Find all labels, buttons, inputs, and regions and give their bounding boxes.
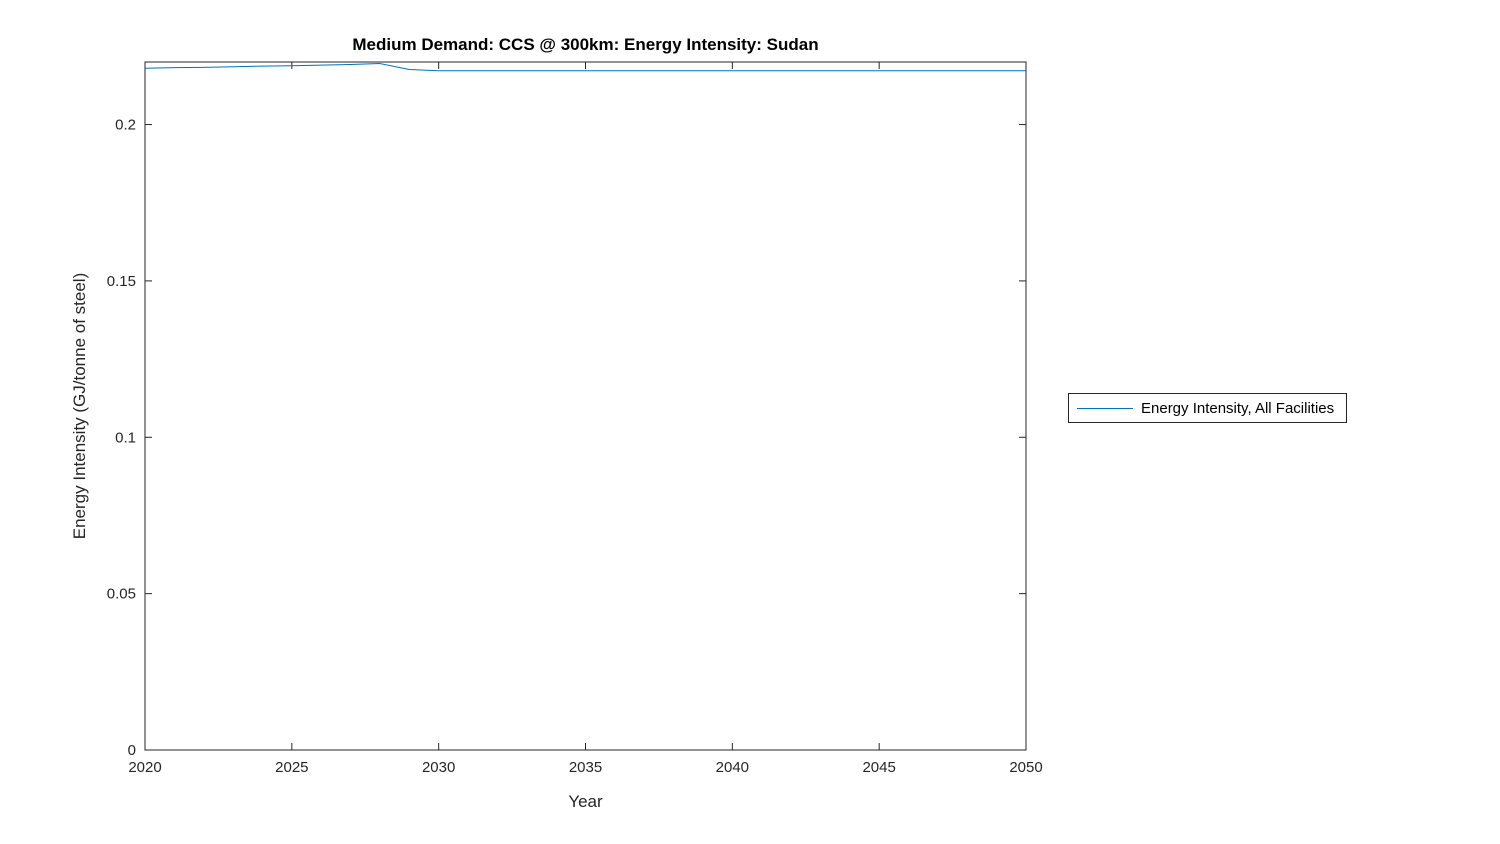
chart-title: Medium Demand: CCS @ 300km: Energy Inten… (352, 35, 819, 54)
x-tick-label: 2045 (862, 759, 895, 776)
y-tick-label: 0 (128, 742, 136, 759)
x-tick-label: 2020 (128, 759, 161, 776)
x-tick-label: 2035 (569, 759, 602, 776)
x-tick-label: 2025 (275, 759, 308, 776)
x-axis-label: Year (568, 792, 603, 811)
x-tick-label: 2040 (716, 759, 749, 776)
y-tick-label: 0.2 (115, 117, 136, 134)
y-tick-label: 0.05 (107, 586, 136, 603)
legend: Energy Intensity, All Facilities (1068, 393, 1348, 423)
y-tick-label: 0.1 (115, 429, 136, 446)
axes-box (144, 61, 1027, 751)
y-tick-label: 0.15 (107, 273, 136, 290)
x-tick-label: 2050 (1009, 759, 1042, 776)
legend-line-sample (1077, 407, 1133, 409)
x-tick-label: 2030 (422, 759, 455, 776)
legend-entry-label: Energy Intensity, All Facilities (1141, 399, 1335, 417)
series-line (144, 63, 1026, 72)
y-axis-label: Energy Intensity (GJ/tonne of steel) (70, 272, 89, 540)
